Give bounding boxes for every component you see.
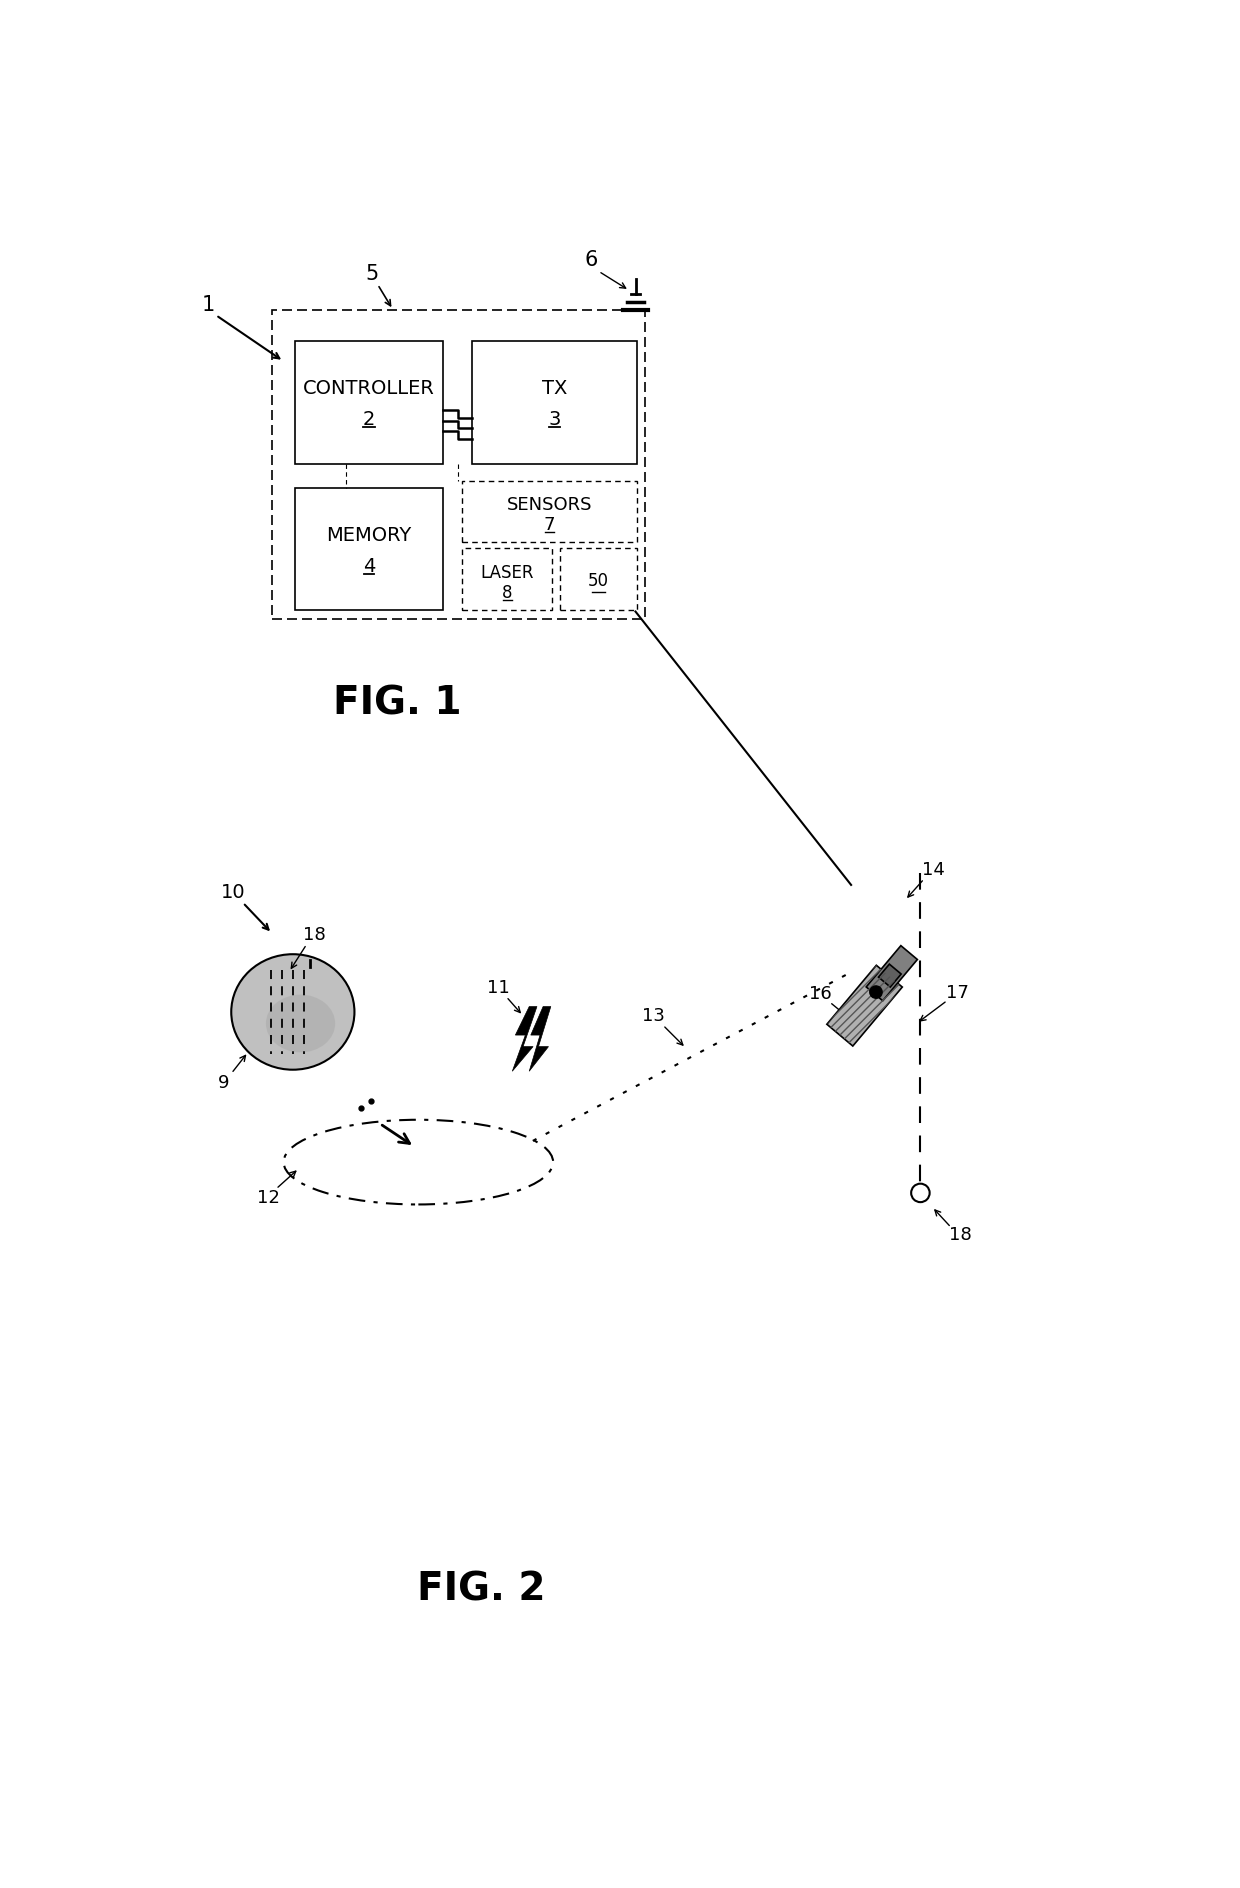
Bar [295,489,443,610]
Text: 18: 18 [949,1227,972,1244]
Text: 11: 11 [487,980,510,997]
Bar [463,481,637,542]
Text: MEMORY: MEMORY [326,527,412,546]
Text: CONTROLLER: CONTROLLER [303,379,435,398]
Text: 6: 6 [584,249,598,270]
Text: 17: 17 [946,984,968,1003]
Text: TX: TX [542,379,568,398]
Text: FIG. 2: FIG. 2 [417,1571,546,1609]
Text: 18: 18 [303,925,326,944]
Text: SENSORS: SENSORS [507,497,593,514]
Text: 10: 10 [221,884,246,902]
Text: 12: 12 [257,1189,280,1206]
Bar [827,965,903,1046]
Ellipse shape [231,953,355,1070]
Text: 14: 14 [923,861,945,878]
Text: 9: 9 [218,1074,229,1091]
Circle shape [869,986,882,999]
Text: 2: 2 [363,410,376,429]
Bar [463,548,552,610]
Ellipse shape [265,995,335,1052]
Bar [878,965,901,987]
Text: 7: 7 [544,515,556,534]
Bar [867,946,918,1001]
Bar [295,340,443,464]
Text: 13: 13 [642,1006,665,1025]
Polygon shape [529,1006,551,1070]
Text: 5: 5 [366,264,378,285]
Circle shape [911,1184,930,1203]
Text: 4: 4 [363,557,376,576]
Text: 16: 16 [808,986,832,1003]
Text: 1: 1 [202,295,215,315]
Text: 3: 3 [548,410,560,429]
Text: FIG. 1: FIG. 1 [332,685,461,723]
Text: 50: 50 [588,572,609,589]
Bar [272,310,645,619]
Bar [560,548,637,610]
Bar [827,965,903,1046]
Polygon shape [512,1006,537,1070]
Text: LASER: LASER [481,565,534,582]
Text: 8: 8 [502,583,512,602]
Bar [472,340,637,464]
